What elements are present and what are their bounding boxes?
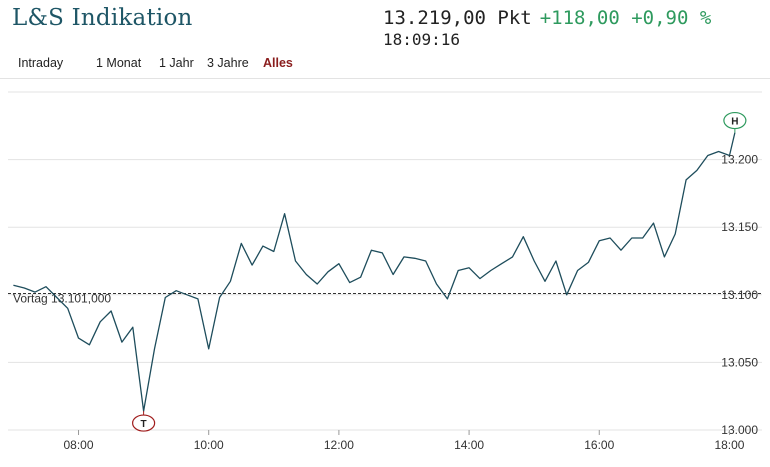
reference-line-label: Vortag 13.101,000 <box>13 291 111 305</box>
y-tick-label: 13.200 <box>721 153 758 167</box>
series-line <box>13 132 736 412</box>
page-title: L&S Indikation <box>12 5 193 31</box>
tab-3-jahre[interactable]: 3 Jahre <box>207 56 249 70</box>
x-tick-label: 08:00 <box>64 438 94 452</box>
y-tick-label: 13.000 <box>721 423 758 437</box>
quote-panel: 13.219,00 Pkt +118,00 +0,90 % 18:09:16 <box>383 6 711 49</box>
tab-alles[interactable]: Alles <box>263 56 293 70</box>
y-tick-label: 13.050 <box>721 355 758 369</box>
quote-time: 18:09:16 <box>383 30 461 49</box>
marker-label: H <box>731 117 738 128</box>
y-tick-label: 13.150 <box>721 220 758 234</box>
series-line-group <box>13 132 736 412</box>
x-tick-label: 10:00 <box>194 438 224 452</box>
price-row: 13.219,00 Pkt +118,00 +0,90 % <box>383 6 711 30</box>
timeframe-tabs: Intraday 1 Monat 1 Jahr 3 Jahre Alles <box>0 50 770 79</box>
tab-1-jahr[interactable]: 1 Jahr <box>159 56 194 70</box>
y-tick-label: 13.100 <box>721 288 758 302</box>
low-marker <box>132 414 156 432</box>
extreme-markers: TH <box>132 111 747 432</box>
tab-intraday[interactable]: Intraday <box>18 56 64 70</box>
x-tick-label: 14:00 <box>454 438 484 452</box>
price-value: 13.219,00 Pkt <box>383 7 532 29</box>
change-value: +118,00 +0,90 % <box>539 7 712 29</box>
x-tick-label: 18:00 <box>714 438 744 452</box>
chart-grid <box>8 91 762 431</box>
marker-label: T <box>141 419 147 430</box>
x-tick-label: 12:00 <box>324 438 354 452</box>
axis-ticks: 13.000 13.050 13.100 13.150 13.200 08:00 10:00… <box>64 153 759 452</box>
high-marker <box>723 111 747 130</box>
tab-1-monat[interactable]: 1 Monat <box>96 56 142 70</box>
reference-line-group: Vortag 13.101,000 <box>8 291 762 305</box>
x-tick-label: 16:00 <box>584 438 614 452</box>
